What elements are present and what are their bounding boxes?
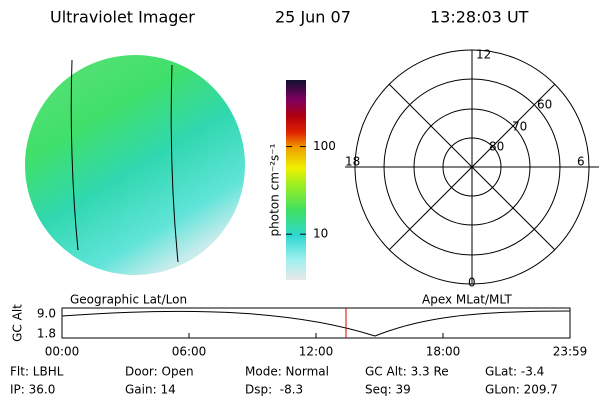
- x-tick-label: 18:00: [426, 345, 461, 359]
- mlt-label: 18: [345, 155, 360, 169]
- timeline-ticks: 00:00 06:00 12:00 18:00 23:59: [45, 333, 588, 359]
- date: 25 Jun 07: [275, 8, 351, 27]
- x-tick-label: 12:00: [299, 345, 334, 359]
- status-field: Dsp: -8.3: [245, 383, 303, 397]
- x-tick-label: 06:00: [172, 345, 207, 359]
- lat-label: 80: [489, 140, 504, 154]
- status-field: GLon: 209.7: [485, 383, 558, 397]
- mlt-label: 0: [468, 276, 476, 290]
- status-field: GC Alt: 3.3 Re: [365, 365, 449, 379]
- colorbar: 10 100: [286, 80, 336, 280]
- lat-label: 60: [537, 98, 552, 112]
- meridian: [170, 64, 179, 263]
- mlt-label: 6: [577, 155, 585, 169]
- x-tick-label: 00:00: [45, 345, 80, 359]
- status-field: GLat: -3.4: [485, 365, 544, 379]
- colorbar-tick-label: 100: [313, 139, 336, 153]
- status-field: Flt: LBHL: [10, 365, 64, 379]
- colorbar-scale: [286, 80, 306, 280]
- altitude-curve: [61, 310, 571, 337]
- instrument: Ultraviolet Imager: [50, 8, 195, 27]
- status-field: Seq: 39: [365, 383, 411, 397]
- meridian: [70, 59, 79, 251]
- status-field: IP: 36.0: [10, 383, 55, 397]
- time: 13:28:03 UT: [430, 8, 529, 27]
- status-field: Door: Open: [125, 365, 194, 379]
- panel-title: Geographic Lat/Lon: [70, 293, 187, 307]
- y-tick-label: 9.0: [37, 307, 56, 321]
- status-field: Gain: 14: [125, 383, 176, 397]
- lat-label: 70: [512, 120, 527, 134]
- uv-image: [25, 55, 245, 275]
- colorbar-label: photon cm⁻²s⁻¹: [268, 143, 282, 236]
- status-field: Mode: Normal: [245, 365, 329, 379]
- panel-title: Apex MLat/MLT: [422, 293, 512, 307]
- timeline-axis-label: GC Alt: [11, 304, 25, 342]
- footer: Flt: LBHL Door: Open Mode: Normal GC Alt: 3…: [10, 365, 558, 397]
- polar-grid: [345, 49, 599, 285]
- mlt-label: 12: [476, 48, 491, 62]
- y-tick-label: 1.8: [37, 327, 56, 341]
- colorbar-tick-label: 10: [313, 227, 328, 241]
- x-tick-label: 23:59: [553, 345, 588, 359]
